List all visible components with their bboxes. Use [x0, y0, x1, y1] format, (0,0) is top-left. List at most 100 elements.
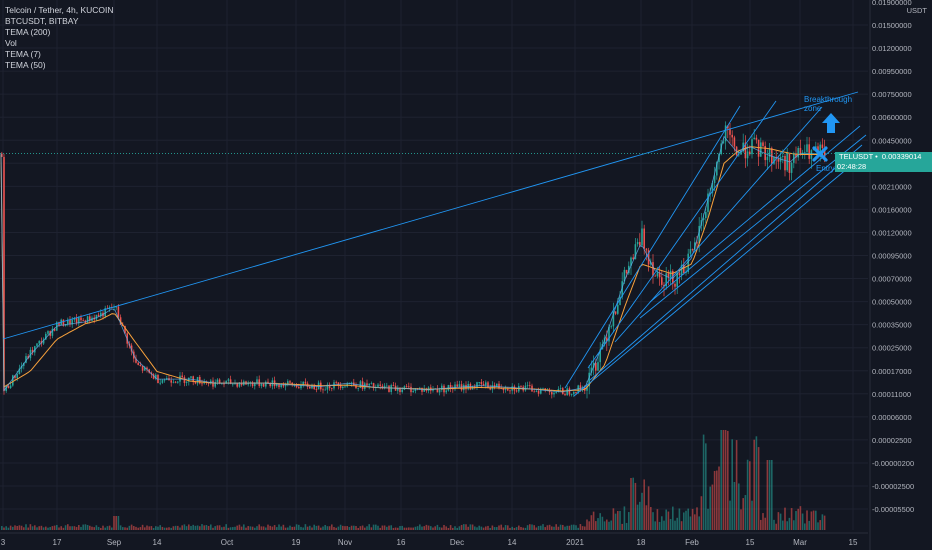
volume-bar — [465, 524, 467, 530]
candle-body — [782, 155, 784, 157]
volume-bar — [452, 527, 454, 530]
volume-bar — [117, 516, 120, 530]
volume-bar — [491, 525, 494, 530]
volume-bar — [647, 486, 650, 530]
volume-bar — [258, 524, 260, 530]
candle-body — [478, 382, 480, 383]
volume-bar — [733, 482, 736, 530]
volume-bar — [212, 527, 214, 530]
volume-bar — [705, 443, 707, 530]
volume-bar — [700, 496, 703, 530]
candle-body — [493, 385, 496, 387]
volume-bar — [144, 527, 146, 530]
volume-bar — [658, 521, 661, 530]
candle-body — [454, 384, 456, 390]
candle-body — [260, 384, 263, 386]
volume-bar — [91, 526, 93, 530]
volume-bar — [500, 524, 502, 530]
current-price-label: TELUSDT • 0.00339014 — [839, 152, 922, 161]
candle-body — [313, 384, 315, 390]
candle-body — [62, 319, 65, 326]
candle-body — [311, 384, 313, 389]
candle-body — [190, 376, 192, 378]
candle-body — [139, 364, 142, 367]
candle-body — [298, 387, 300, 389]
volume-bar — [42, 527, 45, 530]
candle-body — [599, 349, 601, 363]
candle-body — [104, 308, 106, 317]
volume-bar — [581, 526, 584, 530]
current-price-tag: TELUSDT • 0.00339014 02:48:28 — [835, 152, 932, 172]
candle-body — [496, 383, 498, 387]
entry-x-icon — [812, 146, 828, 162]
volume-bar — [126, 527, 128, 530]
price-tick-label-top: 0.01900000 — [872, 0, 912, 7]
candle-body — [335, 382, 337, 384]
candle-body — [619, 296, 621, 305]
candle-body — [80, 317, 82, 321]
volume-bar — [128, 525, 131, 530]
candle-body — [592, 362, 595, 368]
volume-bar — [190, 526, 192, 530]
candle-body — [487, 382, 489, 388]
volume-bar — [687, 508, 689, 530]
volume-bar — [639, 501, 641, 530]
volume-bar — [267, 524, 269, 530]
volume-bar — [755, 436, 758, 530]
candle-body — [790, 162, 793, 173]
candle-body — [808, 144, 810, 159]
volume-bar — [205, 524, 208, 530]
volume-bar — [34, 525, 36, 530]
volume-bar — [557, 526, 560, 530]
candle-body — [586, 386, 588, 391]
volume-bar — [377, 525, 379, 530]
candle-body — [265, 381, 267, 387]
volume-bar — [449, 525, 452, 530]
volume-bar — [133, 526, 135, 530]
volume-bar — [546, 525, 549, 530]
volume-bar — [656, 509, 659, 530]
volume-bar — [691, 508, 694, 530]
volume-bar — [302, 527, 304, 530]
price-tick-label: 0.00210000 — [872, 182, 912, 191]
candle-body — [612, 311, 615, 327]
volume-bar — [612, 508, 615, 530]
candle-body — [764, 145, 766, 161]
volume-bar — [784, 507, 786, 530]
candle-body — [449, 385, 452, 389]
volume-bar — [124, 527, 126, 530]
candle-body — [339, 385, 342, 388]
volume-bar — [298, 524, 300, 530]
volume-bar — [749, 461, 751, 530]
candle-body — [727, 125, 729, 129]
volume-bar — [379, 527, 381, 530]
volume-bar — [232, 527, 234, 530]
candle-body — [432, 389, 434, 391]
price-tick-label: 0.01500000 — [872, 21, 912, 30]
volume-bar — [18, 525, 21, 530]
time-tick-label: 2021 — [566, 538, 584, 547]
candle-body — [823, 148, 826, 157]
volume-bar — [753, 439, 755, 530]
volume-bar — [390, 525, 392, 530]
volume-bar — [652, 512, 654, 530]
candle-body — [641, 228, 643, 246]
volume-bar — [14, 525, 16, 530]
candle-body — [458, 384, 461, 387]
volume-bar — [108, 525, 111, 530]
candle-body — [146, 367, 148, 370]
volume-bar — [36, 527, 38, 530]
volume-bar — [474, 526, 476, 530]
volume-bar — [540, 525, 542, 530]
volume-bar — [111, 527, 113, 530]
candle-body — [344, 386, 346, 388]
candle-body — [625, 269, 628, 274]
volume-bar — [727, 430, 729, 530]
volume-bar — [632, 477, 634, 530]
volume-bar — [304, 524, 307, 530]
legend-line-tema200: TEMA (200) — [5, 27, 51, 37]
candle-body — [520, 385, 522, 387]
volume-bar — [650, 506, 652, 530]
volume-bar — [306, 526, 309, 530]
